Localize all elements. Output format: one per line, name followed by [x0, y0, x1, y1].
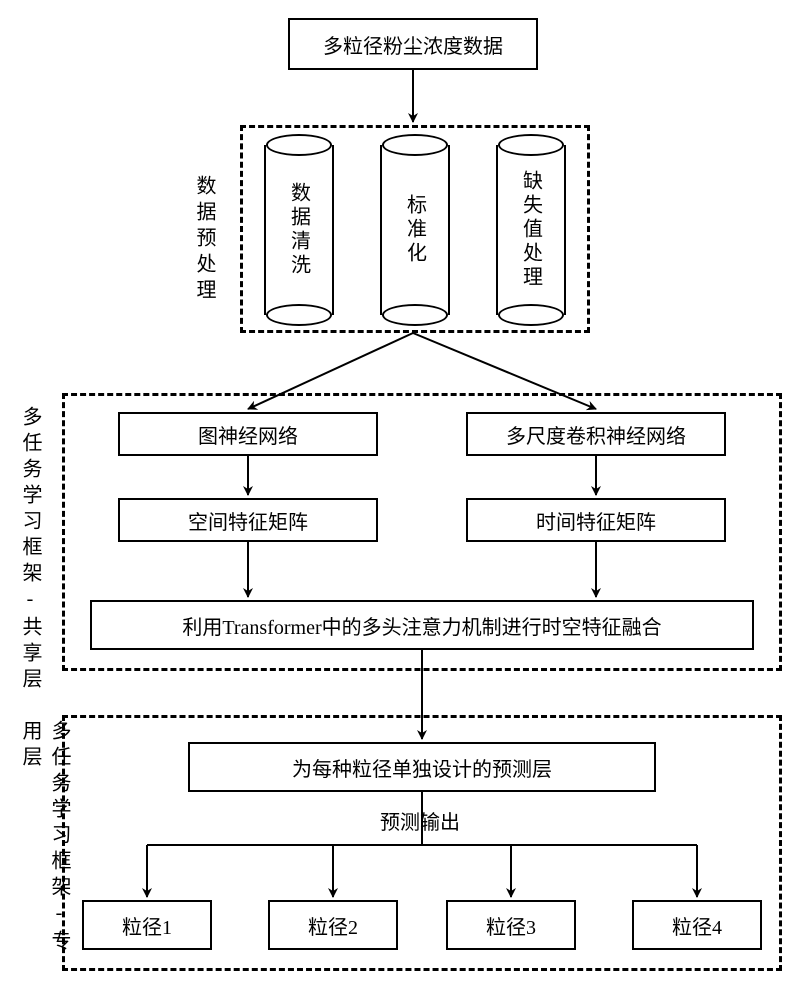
output-1-label: 粒径1: [122, 911, 172, 940]
cylinder-missing: 缺失值处理: [496, 145, 566, 315]
spatial-box: 空间特征矩阵: [118, 498, 378, 542]
output-4-box: 粒径4: [632, 900, 762, 950]
spatial-label: 空间特征矩阵: [188, 506, 308, 535]
cyl-label-3: 缺失值处理: [517, 170, 546, 290]
pred-layer-label: 为每种粒径单独设计的预测层: [292, 753, 552, 782]
output-2-label: 粒径2: [308, 911, 358, 940]
preprocess-label-text: 数据预处理: [190, 175, 219, 305]
temporal-label: 时间特征矩阵: [536, 506, 656, 535]
mscnn-box: 多尺度卷积神经网络: [466, 412, 726, 456]
shared-label-text: 多任务学习框架-共享层: [16, 406, 45, 694]
output-4-label: 粒径4: [672, 911, 722, 940]
output-1-box: 粒径1: [82, 900, 212, 950]
cyl-label-1: 数据清洗: [285, 182, 314, 278]
fusion-box: 利用Transformer中的多头注意力机制进行时空特征融合: [90, 600, 754, 650]
fusion-label: 利用Transformer中的多头注意力机制进行时空特征融合: [182, 611, 661, 640]
output-3-label: 粒径3: [486, 911, 536, 940]
gnn-box: 图神经网络: [118, 412, 378, 456]
input-data-box: 多粒径粉尘浓度数据: [288, 18, 538, 70]
output-label: 预测输出: [380, 806, 460, 835]
shared-section-label: 多任务学习框架-共享层: [16, 405, 45, 695]
preprocess-section-label: 数据预处理: [190, 150, 219, 330]
output-3-box: 粒径3: [446, 900, 576, 950]
cylinder-data-cleaning: 数据清洗: [264, 145, 334, 315]
mscnn-label: 多尺度卷积神经网络: [506, 420, 686, 449]
input-data-label: 多粒径粉尘浓度数据: [323, 30, 503, 59]
temporal-box: 时间特征矩阵: [466, 498, 726, 542]
cyl-label-2: 标准化: [401, 194, 430, 266]
cylinder-normalize: 标准化: [380, 145, 450, 315]
pred-layer-box: 为每种粒径单独设计的预测层: [188, 742, 656, 792]
output-2-box: 粒径2: [268, 900, 398, 950]
output-label-text: 预测输出: [380, 812, 460, 834]
gnn-label: 图神经网络: [198, 420, 298, 449]
